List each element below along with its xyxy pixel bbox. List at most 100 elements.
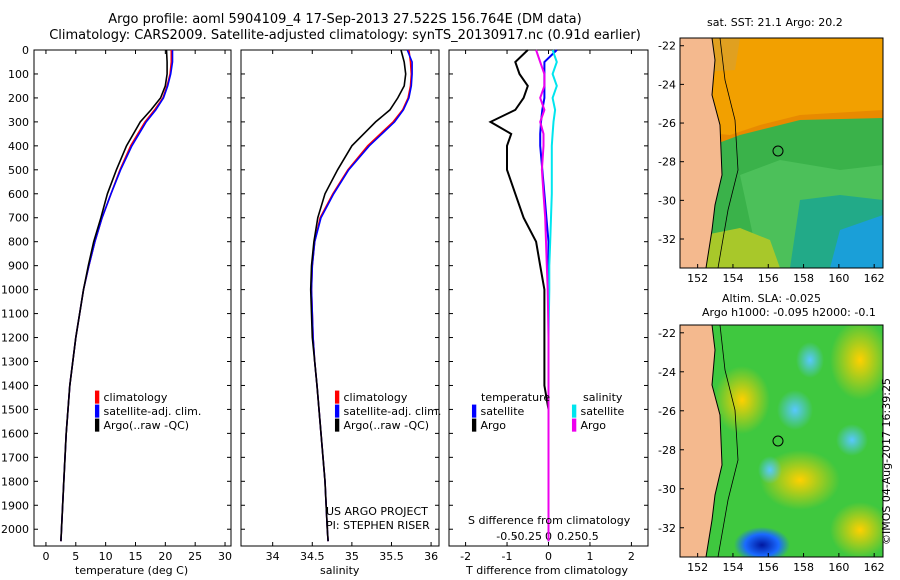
x-tick-label: 34.5	[300, 550, 325, 563]
temp-legend-climatology: ▌climatology	[95, 391, 167, 404]
map-y-tick-label: -32	[658, 522, 676, 535]
y-tick-label: 1500	[1, 403, 29, 416]
legend-blue-swatch: ▌	[335, 405, 344, 418]
x-tick-label: 0	[545, 550, 552, 563]
sal-legend-argo: ▌Argo(..raw -QC)	[335, 419, 429, 432]
y-tick-label: 300	[8, 116, 29, 129]
legend-black-swatch: ▌	[472, 419, 481, 432]
series-line-salinity-satellite	[547, 49, 558, 542]
temp-xlabel: temperature (deg C)	[75, 564, 189, 577]
diff-legend-temp-argo-label: Argo	[480, 419, 507, 432]
legend-magenta-swatch: ▌	[572, 419, 581, 432]
map-y-tick-label: -30	[658, 483, 676, 496]
temp-legend-satellite: ▌satellite-adj. clim.	[95, 405, 201, 418]
y-tick-label: 0	[22, 44, 29, 57]
x-tick-label: -1	[502, 550, 513, 563]
map-x-tick-label: 158	[793, 272, 814, 285]
y-tick-label: 500	[8, 164, 29, 177]
credit-pi: PI: STEPHEN RISER	[326, 519, 430, 532]
x-tick-label: -2	[460, 550, 471, 563]
diff-legend-sal-satellite-label: satellite	[580, 405, 625, 418]
sal-legend-climatology: ▌climatology	[335, 391, 407, 404]
y-tick-label: 1600	[1, 427, 29, 440]
panel-frame	[240, 49, 440, 547]
legend-blue-swatch: ▌	[95, 405, 104, 418]
y-tick-label: 1900	[1, 499, 29, 512]
sla-map	[680, 325, 883, 557]
legend-cyan-swatch: ▌	[572, 405, 581, 418]
y-tick-label: 700	[8, 212, 29, 225]
map-y-tick-label: -24	[658, 78, 676, 91]
panel-1: 34 34.5 35 35.5 36	[240, 49, 440, 563]
diff-legend-sal-title: salinity	[583, 391, 623, 404]
x-tick-label: 2	[628, 550, 635, 563]
y-tick-label: 400	[8, 140, 29, 153]
y-tick-label: 1300	[1, 355, 29, 368]
map-x-tick-label: 156	[758, 561, 779, 574]
credit-project: US ARGO PROJECT	[326, 505, 428, 518]
sla-map-title-2: Argo h1000: -0.095 h2000: -0.1	[702, 306, 876, 319]
temp-legend-argo: ▌Argo(..raw -QC)	[95, 419, 189, 432]
sst-map-title: sat. SST: 21.1 Argo: 20.2	[707, 16, 843, 29]
diff-legend-sal-argo-label: Argo	[580, 419, 607, 432]
series-line-salinity-argo	[535, 49, 550, 542]
y-tick-label: 600	[8, 188, 29, 201]
y-tick-label: 1200	[1, 332, 29, 345]
title-line-2: Climatology: CARS2009. Satellite-adjuste…	[49, 28, 641, 43]
sal-xlabel: salinity	[320, 564, 360, 577]
map-x-tick-label: 162	[864, 561, 885, 574]
map-y-tick-label: -30	[658, 194, 676, 207]
y-tick-label: 800	[8, 236, 29, 249]
map-x-tick-label: 160	[828, 272, 849, 285]
map-y-tick-label: -22	[658, 40, 676, 53]
top-x-tick-label: -0.5	[496, 530, 517, 543]
map-y-tick-label: -28	[658, 444, 676, 457]
legend-red-swatch: ▌	[335, 391, 344, 404]
x-tick-label: 5	[72, 550, 79, 563]
imos-watermark: ©IMOS 04-Aug-2017 16:39:25	[880, 378, 893, 545]
y-tick-label: 1700	[1, 451, 29, 464]
sal-legend-climatology-label: climatology	[343, 391, 408, 404]
panel-2: -2 -1 0 1 2-0.5-0.25 0 0.25 0.5	[448, 49, 649, 563]
map-x-tick-label: 158	[793, 561, 814, 574]
legend-red-swatch: ▌	[95, 391, 104, 404]
top-x-tick-label: 0.25	[557, 530, 582, 543]
series-line-argo	[309, 49, 407, 542]
map-x-tick-label: 162	[864, 272, 885, 285]
panel-frame	[33, 49, 232, 547]
map-x-tick-label: 154	[722, 272, 743, 285]
map-y-tick-label: -32	[658, 233, 676, 246]
y-tick-label: 100	[8, 68, 29, 81]
map-x-tick-label: 152	[687, 272, 708, 285]
diff-legend-temp-satellite-label: satellite	[480, 405, 525, 418]
sal-legend-satellite-label: satellite-adj. clim.	[343, 405, 442, 418]
sst-map	[680, 38, 883, 268]
map-y-tick-label: -26	[658, 405, 676, 418]
series-line-climatology	[310, 49, 413, 542]
x-tick-label: 30	[218, 550, 232, 563]
x-tick-label: 35	[345, 550, 359, 563]
x-tick-label: 1	[586, 550, 593, 563]
x-tick-label: 0	[42, 550, 49, 563]
map-x-tick-label: 160	[828, 561, 849, 574]
y-tick-label: 200	[8, 92, 29, 105]
map-x-tick-label: 156	[758, 272, 779, 285]
legend-black-swatch: ▌	[335, 419, 344, 432]
profile-location-marker-sla	[772, 435, 784, 447]
series-line-climatology	[60, 50, 173, 542]
y-tick-label: 2000	[1, 523, 29, 536]
diff-legend-temp-argo: ▌Argo	[472, 419, 506, 432]
temp-legend-argo-label: Argo(..raw -QC)	[103, 419, 190, 432]
sal-legend-argo-label: Argo(..raw -QC)	[343, 419, 430, 432]
diff-legend-temp-satellite: ▌satellite	[472, 405, 524, 418]
x-tick-label: 10	[99, 550, 113, 563]
temp-legend-satellite-label: satellite-adj. clim.	[103, 405, 202, 418]
y-tick-label: 1800	[1, 475, 29, 488]
diff-xlabel: T difference from climatology	[466, 564, 628, 577]
series-line-argo	[60, 49, 168, 542]
top-x-tick-label: 0.5	[581, 530, 599, 543]
diff-legend-sal-satellite: ▌satellite	[572, 405, 624, 418]
x-tick-label: 36	[424, 550, 438, 563]
x-tick-label: 25	[188, 550, 202, 563]
map-x-tick-label: 152	[687, 561, 708, 574]
